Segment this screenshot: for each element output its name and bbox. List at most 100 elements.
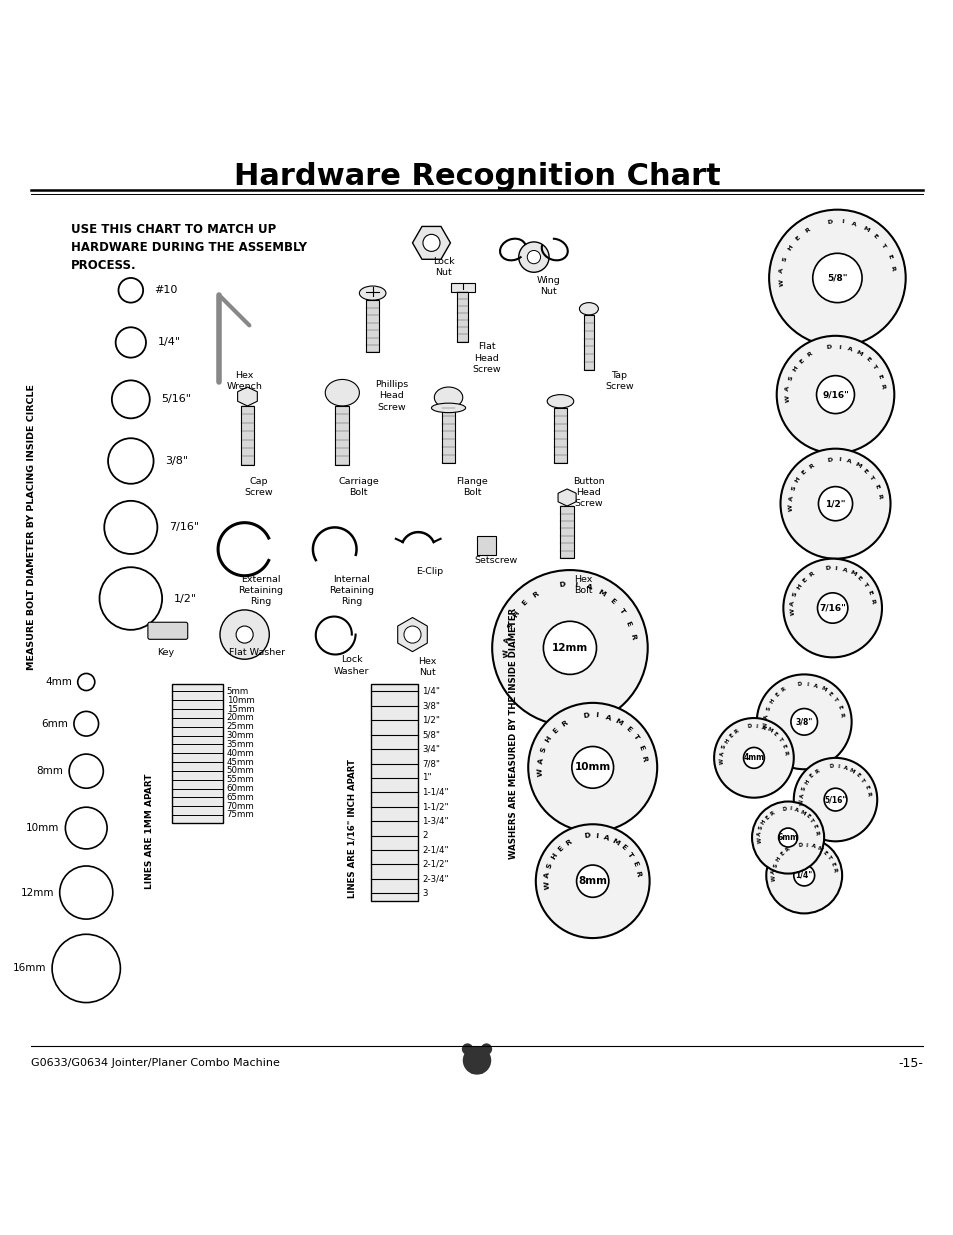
Text: R: R bbox=[531, 590, 539, 599]
Text: I: I bbox=[805, 682, 808, 687]
Text: A: A bbox=[720, 751, 724, 756]
Text: D: D bbox=[796, 682, 801, 687]
Text: T: T bbox=[618, 608, 625, 615]
Text: 5/16": 5/16" bbox=[823, 795, 846, 804]
Circle shape bbox=[812, 253, 862, 303]
Text: 65mm: 65mm bbox=[227, 793, 254, 802]
Text: R: R bbox=[889, 266, 895, 272]
Text: W: W bbox=[537, 767, 543, 777]
Circle shape bbox=[461, 1044, 473, 1055]
Text: A: A bbox=[841, 567, 847, 573]
Text: M: M bbox=[861, 226, 868, 233]
Text: E: E bbox=[872, 484, 879, 490]
Bar bbox=[476, 536, 496, 555]
Text: 1/4": 1/4" bbox=[421, 687, 439, 697]
Bar bbox=[240, 406, 253, 464]
Text: H: H bbox=[768, 698, 775, 705]
Text: #10: #10 bbox=[154, 285, 177, 295]
Circle shape bbox=[543, 621, 596, 674]
Polygon shape bbox=[467, 1057, 486, 1073]
Text: 10mm: 10mm bbox=[27, 823, 60, 834]
Text: R: R bbox=[563, 839, 572, 847]
Text: Hex
Nut: Hex Nut bbox=[418, 657, 436, 678]
Text: D: D bbox=[558, 582, 564, 588]
Text: LINES ARE 1/16" INCH APART: LINES ARE 1/16" INCH APART bbox=[347, 758, 355, 898]
Text: E: E bbox=[551, 726, 559, 735]
Text: M: M bbox=[853, 462, 861, 469]
Text: Setscrew: Setscrew bbox=[474, 556, 517, 564]
Text: H: H bbox=[785, 245, 793, 252]
Text: 1": 1" bbox=[421, 773, 431, 783]
Text: T: T bbox=[867, 475, 874, 482]
Text: A: A bbox=[503, 636, 510, 642]
Circle shape bbox=[776, 336, 893, 453]
Circle shape bbox=[527, 251, 540, 264]
Text: M: M bbox=[819, 685, 826, 693]
Text: R: R bbox=[733, 727, 740, 735]
Text: E: E bbox=[885, 253, 891, 259]
Text: W: W bbox=[763, 722, 768, 729]
Text: Button
Head
Screw: Button Head Screw bbox=[573, 477, 604, 509]
Text: A: A bbox=[756, 831, 761, 836]
Circle shape bbox=[790, 709, 817, 735]
Text: A: A bbox=[810, 844, 815, 850]
FancyBboxPatch shape bbox=[148, 622, 188, 640]
Text: 7/8": 7/8" bbox=[421, 760, 439, 768]
Text: A: A bbox=[585, 584, 592, 592]
Text: 3/4": 3/4" bbox=[421, 745, 439, 753]
Text: E: E bbox=[821, 850, 827, 856]
Text: 75mm: 75mm bbox=[227, 810, 254, 820]
Text: A: A bbox=[841, 764, 847, 771]
Text: R: R bbox=[879, 383, 884, 389]
Text: 1/2": 1/2" bbox=[824, 499, 845, 508]
Text: E: E bbox=[876, 373, 882, 379]
Text: USE THIS CHART TO MATCH UP
HARDWARE DURING THE ASSEMBLY
PROCESS.: USE THIS CHART TO MATCH UP HARDWARE DURI… bbox=[71, 224, 307, 272]
Polygon shape bbox=[237, 387, 257, 406]
Text: W: W bbox=[771, 874, 776, 882]
Circle shape bbox=[235, 626, 253, 643]
Text: E: E bbox=[865, 590, 872, 595]
Text: 2: 2 bbox=[421, 831, 427, 840]
Text: H: H bbox=[512, 609, 520, 618]
Text: E-Clip: E-Clip bbox=[416, 567, 443, 577]
Text: E: E bbox=[798, 358, 804, 364]
Text: I: I bbox=[837, 764, 839, 769]
Ellipse shape bbox=[431, 403, 465, 412]
Circle shape bbox=[793, 758, 877, 841]
Text: R: R bbox=[868, 598, 874, 604]
Circle shape bbox=[778, 827, 797, 847]
Text: 4mm: 4mm bbox=[742, 753, 763, 762]
Text: T: T bbox=[870, 364, 877, 370]
Text: W: W bbox=[784, 395, 790, 403]
Text: A: A bbox=[604, 714, 612, 721]
Text: 3/8": 3/8" bbox=[795, 718, 812, 726]
Text: H: H bbox=[544, 735, 553, 743]
Text: 30mm: 30mm bbox=[227, 731, 254, 740]
Text: T: T bbox=[859, 778, 865, 783]
Text: W: W bbox=[788, 504, 793, 511]
Text: A: A bbox=[845, 458, 851, 464]
Circle shape bbox=[782, 558, 882, 657]
Text: R: R bbox=[805, 351, 813, 358]
Text: E: E bbox=[801, 577, 807, 583]
Text: H: H bbox=[795, 583, 801, 590]
Text: 3/8": 3/8" bbox=[165, 456, 188, 466]
Text: Cap
Screw: Cap Screw bbox=[244, 477, 273, 498]
Text: 1-1/4": 1-1/4" bbox=[421, 788, 448, 797]
Text: E: E bbox=[828, 861, 834, 867]
Text: A: A bbox=[812, 683, 818, 689]
Text: S: S bbox=[506, 622, 514, 630]
Text: Key: Key bbox=[157, 648, 174, 657]
Text: 25mm: 25mm bbox=[227, 722, 254, 731]
Text: E: E bbox=[855, 576, 862, 582]
Text: 1-3/4": 1-3/4" bbox=[421, 816, 448, 826]
Text: MEASURE BOLT DIAMETER BY PLACING INSIDE CIRCLE: MEASURE BOLT DIAMETER BY PLACING INSIDE … bbox=[27, 384, 35, 671]
Circle shape bbox=[576, 864, 608, 898]
Text: 12mm: 12mm bbox=[20, 888, 54, 898]
Circle shape bbox=[818, 487, 852, 521]
Text: E: E bbox=[637, 743, 644, 751]
Text: E: E bbox=[863, 356, 870, 363]
Text: E: E bbox=[794, 235, 801, 242]
Text: I: I bbox=[574, 582, 577, 588]
Text: E: E bbox=[780, 743, 785, 748]
